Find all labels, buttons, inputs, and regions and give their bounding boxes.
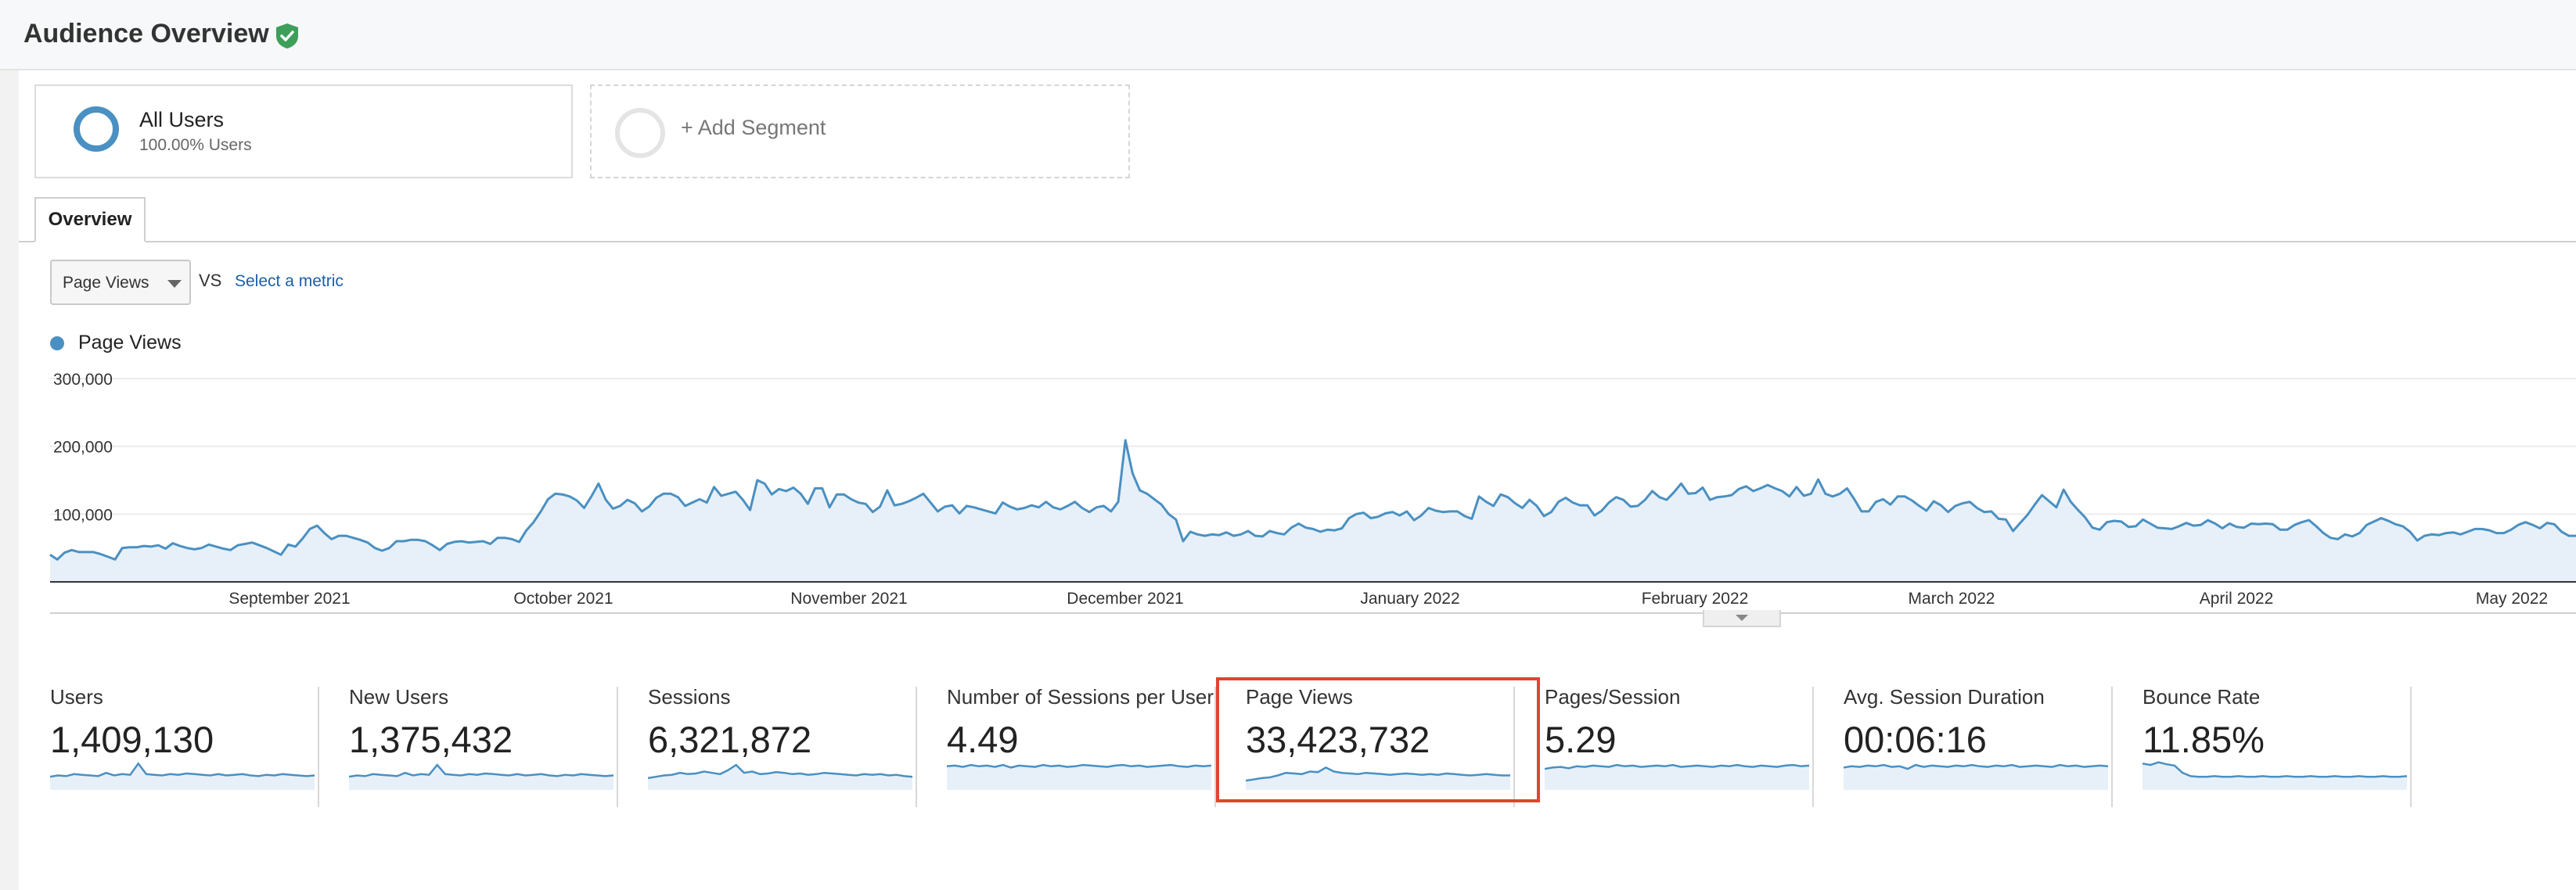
x-tick-label: October 2021 bbox=[513, 590, 613, 608]
scorecard-label: Users bbox=[50, 685, 103, 709]
scorecard-divider bbox=[318, 687, 319, 807]
scorecard-value: 1,409,130 bbox=[50, 719, 214, 760]
scorecard-number-of-sessions-per-user[interactable]: Number of Sessions per User 4.49 bbox=[947, 676, 1246, 809]
scorecard-divider bbox=[916, 687, 917, 807]
scorecard-sessions[interactable]: Sessions 6,321,872 bbox=[648, 676, 947, 809]
scorecard-label: Avg. Session Duration bbox=[1844, 685, 2045, 709]
scorecard-divider bbox=[617, 687, 618, 807]
scorecard-divider bbox=[1214, 687, 1216, 807]
segment-ring-icon bbox=[74, 106, 119, 152]
scorecard-divider bbox=[2410, 687, 2412, 807]
segment-all-users[interactable]: All Users 100.00% Users bbox=[34, 84, 573, 178]
scorecard-label: Number of Sessions per User bbox=[947, 685, 1214, 709]
left-rail bbox=[0, 0, 19, 890]
add-segment-label: + Add Segment bbox=[681, 116, 826, 139]
select-metric-link[interactable]: Select a metric bbox=[235, 272, 344, 290]
sparkline-area bbox=[1545, 765, 1809, 790]
vs-label: VS bbox=[199, 271, 222, 290]
x-tick-label: January 2022 bbox=[1360, 590, 1459, 608]
shield-check-icon bbox=[276, 23, 298, 48]
y-tick-label: 100,000 bbox=[53, 506, 113, 524]
scorecard-label: Page Views bbox=[1246, 685, 1353, 709]
scorecard-value: 11.85% bbox=[2142, 719, 2265, 760]
scorecard-value: 33,423,732 bbox=[1246, 719, 1430, 760]
series-line-page-views bbox=[49, 439, 2576, 561]
x-tick-label: March 2022 bbox=[1909, 590, 1995, 608]
sparkline-line bbox=[947, 763, 1211, 769]
series-area-page-views bbox=[50, 440, 2576, 582]
scorecard-value: 4.49 bbox=[947, 719, 1019, 760]
sparkline-area bbox=[1844, 765, 2108, 790]
sparkline-line bbox=[648, 763, 912, 780]
metric-select-value: Page Views bbox=[63, 274, 149, 292]
x-tick-label: April 2022 bbox=[2200, 590, 2274, 608]
x-tick-label: February 2022 bbox=[1642, 590, 1749, 608]
scorecard-divider bbox=[1812, 687, 1814, 807]
sparkline-area bbox=[648, 765, 912, 790]
sparkline-area bbox=[349, 765, 613, 790]
scorecard-pages-session[interactable]: Pages/Session 5.29 bbox=[1545, 676, 1844, 809]
scorecard-avg-session-duration[interactable]: Avg. Session Duration 00:06:16 bbox=[1844, 676, 2142, 809]
sparkline-line bbox=[349, 763, 613, 778]
page-title: Audience Overview bbox=[23, 19, 269, 48]
sparkline-line bbox=[1246, 766, 1510, 782]
sparkline bbox=[1844, 763, 2108, 790]
sparkline bbox=[2142, 761, 2407, 790]
sparkline bbox=[648, 763, 912, 790]
caret-down-icon bbox=[1736, 615, 1748, 621]
metric-select[interactable]: Page Views bbox=[50, 260, 191, 305]
scorecard-divider bbox=[1513, 687, 1515, 807]
sparkline-area bbox=[947, 765, 1211, 790]
tab-divider bbox=[19, 241, 2576, 242]
sparkline bbox=[1246, 766, 1510, 790]
scorecard-page-views[interactable]: Page Views 33,423,732 bbox=[1246, 676, 1545, 809]
scorecard-label: Pages/Session bbox=[1545, 685, 1681, 709]
segment-name: All Users bbox=[139, 108, 225, 131]
scorecard-value: 6,321,872 bbox=[648, 719, 812, 760]
y-tick-label: 200,000 bbox=[53, 439, 113, 457]
page-views-chart: 300,000 200,000 100,000 September 2021 Octob… bbox=[49, 371, 2576, 614]
add-segment-button[interactable]: + Add Segment bbox=[590, 84, 1130, 178]
scorecard-label: Bounce Rate bbox=[2142, 685, 2261, 709]
caret-down-icon bbox=[167, 280, 182, 288]
scorecard-bounce-rate[interactable]: Bounce Rate 11.85% bbox=[2142, 676, 2441, 809]
y-tick-label: 300,000 bbox=[53, 371, 113, 389]
sparkline-line bbox=[50, 762, 315, 778]
page-header: Audience Overview bbox=[0, 0, 2576, 70]
scorecard-value: 5.29 bbox=[1545, 719, 1617, 760]
x-tick-label: May 2022 bbox=[2476, 590, 2548, 608]
x-tick-label: November 2021 bbox=[790, 590, 907, 608]
sparkline-line bbox=[1844, 763, 2108, 770]
sparkline-line bbox=[2142, 761, 2407, 778]
scorecard-new-users[interactable]: New Users 1,375,432 bbox=[349, 676, 648, 809]
sparkline bbox=[947, 763, 1211, 790]
chart-collapse-handle[interactable] bbox=[1703, 610, 1781, 627]
sparkline-area bbox=[50, 763, 315, 790]
legend-dot-icon bbox=[50, 336, 64, 350]
x-tick-label: December 2021 bbox=[1067, 590, 1183, 608]
highlight-box bbox=[1216, 677, 1540, 802]
segment-subtitle: 100.00% Users bbox=[139, 136, 252, 154]
legend-label: Page Views bbox=[78, 332, 182, 353]
sparkline bbox=[1545, 763, 1809, 790]
empty-ring-icon bbox=[615, 108, 665, 158]
tab-overview[interactable]: Overview bbox=[34, 197, 146, 242]
scorecard-label: Sessions bbox=[648, 685, 731, 709]
scorecard-label: New Users bbox=[349, 685, 449, 709]
scorecard-value: 00:06:16 bbox=[1844, 719, 1987, 760]
x-tick-label: September 2021 bbox=[228, 590, 350, 608]
sparkline-line bbox=[1545, 763, 1809, 770]
sparkline bbox=[349, 763, 613, 790]
scorecard-value: 1,375,432 bbox=[349, 719, 513, 760]
sparkline bbox=[50, 762, 315, 790]
scorecard-divider bbox=[2111, 687, 2113, 807]
sparkline-area bbox=[1246, 767, 1510, 790]
scorecard-users[interactable]: Users 1,409,130 bbox=[50, 676, 349, 809]
sparkline-area bbox=[2142, 762, 2407, 790]
